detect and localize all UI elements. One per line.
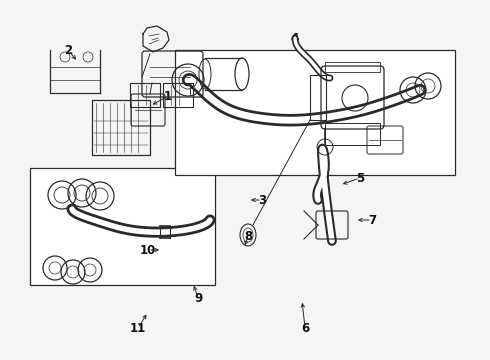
Text: 2: 2: [64, 44, 72, 57]
Bar: [310, 75, 326, 120]
Text: 3: 3: [258, 194, 266, 207]
Bar: [130, 83, 160, 107]
Bar: [92, 100, 150, 155]
Bar: [175, 50, 455, 175]
Text: 9: 9: [194, 292, 202, 305]
Text: 5: 5: [356, 171, 364, 185]
Bar: [325, 123, 380, 145]
Text: 7: 7: [368, 213, 376, 226]
Text: 8: 8: [244, 230, 252, 243]
Bar: [325, 62, 380, 72]
Text: 11: 11: [130, 321, 146, 334]
Text: 6: 6: [301, 321, 309, 334]
Text: 10: 10: [140, 243, 156, 256]
Bar: [163, 83, 193, 107]
Text: 1: 1: [164, 90, 172, 103]
Text: 4: 4: [291, 32, 299, 45]
Bar: [30, 168, 215, 285]
